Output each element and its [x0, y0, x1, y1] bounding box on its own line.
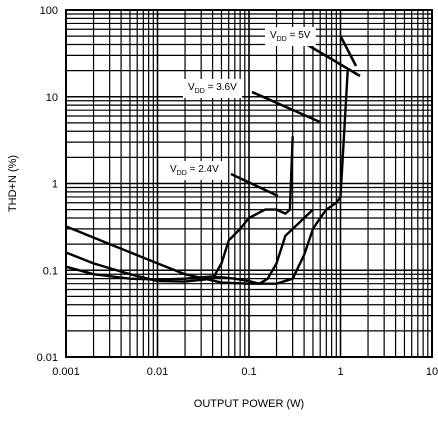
y-tick-label: 0.1 [43, 265, 58, 277]
x-axis-label: OUTPUT POWER (W) [194, 398, 304, 410]
y-tick-label: 0.01 [37, 352, 58, 364]
x-tick-label: 0.001 [52, 366, 80, 378]
annotation-label: VDD = 2.4V [170, 164, 219, 177]
annotation-label: VDD = 3.6V [188, 82, 237, 95]
annotation-box [265, 27, 316, 46]
annotation-box [165, 161, 225, 180]
annotation-leader-line [305, 42, 361, 78]
x-tick-label: 0.01 [147, 366, 168, 378]
x-tick-label: 1 [337, 366, 343, 378]
y-tick-label: 1 [52, 179, 58, 191]
annotation-box [183, 79, 243, 98]
plot-frame [65, 9, 433, 358]
grid [65, 10, 432, 358]
x-tick-label: 0.1 [241, 366, 256, 378]
series-line-3 [65, 70, 349, 285]
annotation-layer: VDD = 5V VDD = 3.6V VDD = 2.4V [165, 27, 361, 198]
tick-layer: 0.001 0.01 0.1 1 10 0.01 0.1 1 10 100 [37, 5, 438, 378]
annotation-label: VDD = 5V [270, 30, 311, 43]
series-line-1 [65, 208, 314, 285]
y-tick-label: 100 [40, 5, 58, 17]
x-tick-label: 10 [426, 366, 438, 378]
y-tick-label: 10 [46, 92, 58, 104]
series-line-2 [65, 136, 294, 283]
annotation-leader-line [230, 172, 279, 198]
annotation-leader-line [251, 90, 321, 124]
annotation-leader-line [339, 36, 358, 67]
series-layer [65, 70, 349, 285]
y-axis-label: THD+N (%) [7, 155, 19, 212]
